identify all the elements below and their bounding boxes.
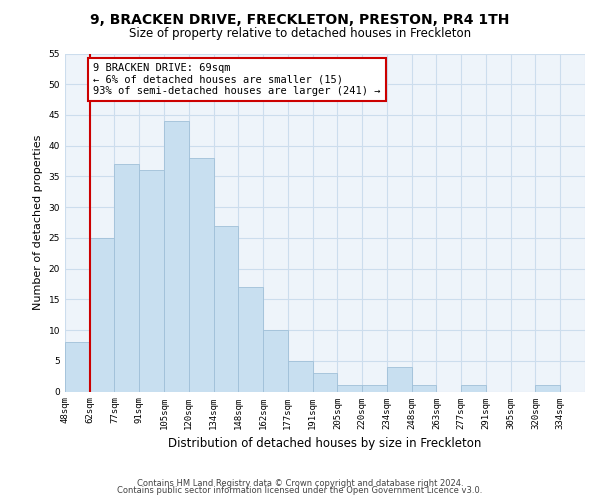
Bar [115, 164, 139, 392]
Bar [313, 373, 337, 392]
Bar [65, 342, 89, 392]
Text: Size of property relative to detached houses in Freckleton: Size of property relative to detached ho… [129, 28, 471, 40]
Bar [214, 226, 238, 392]
Bar [238, 287, 263, 392]
Bar [535, 386, 560, 392]
Bar [288, 361, 313, 392]
Bar [362, 386, 387, 392]
Text: 9 BRACKEN DRIVE: 69sqm
← 6% of detached houses are smaller (15)
93% of semi-deta: 9 BRACKEN DRIVE: 69sqm ← 6% of detached … [94, 62, 381, 96]
X-axis label: Distribution of detached houses by size in Freckleton: Distribution of detached houses by size … [168, 437, 482, 450]
Bar [189, 158, 214, 392]
Bar [387, 367, 412, 392]
Bar [337, 386, 362, 392]
Bar [89, 238, 115, 392]
Bar [164, 121, 189, 392]
Y-axis label: Number of detached properties: Number of detached properties [33, 135, 43, 310]
Bar [412, 386, 436, 392]
Bar [263, 330, 288, 392]
Bar [461, 386, 486, 392]
Bar [139, 170, 164, 392]
Text: Contains public sector information licensed under the Open Government Licence v3: Contains public sector information licen… [118, 486, 482, 495]
Text: 9, BRACKEN DRIVE, FRECKLETON, PRESTON, PR4 1TH: 9, BRACKEN DRIVE, FRECKLETON, PRESTON, P… [91, 12, 509, 26]
Text: Contains HM Land Registry data © Crown copyright and database right 2024.: Contains HM Land Registry data © Crown c… [137, 478, 463, 488]
